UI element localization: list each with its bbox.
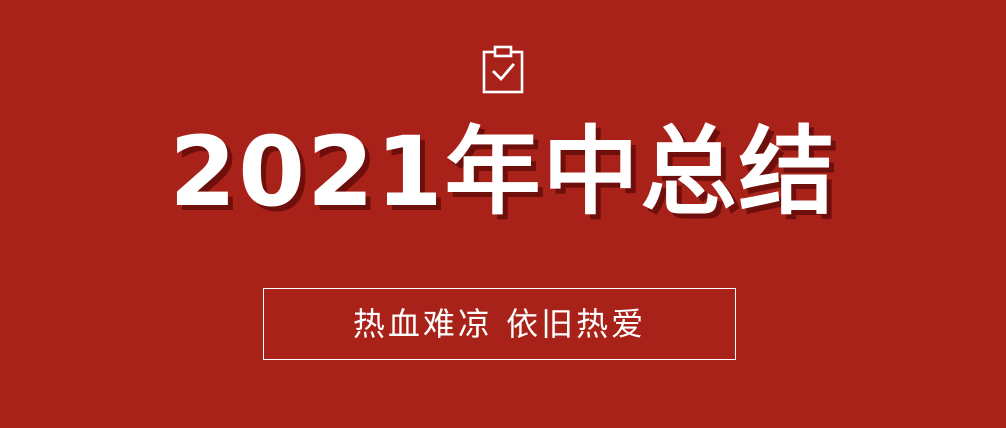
slogan-text: 热血难凉 依旧热爱	[352, 305, 647, 343]
page-title: 2021年中总结	[169, 116, 837, 228]
slogan-box: 热血难凉 依旧热爱	[263, 288, 736, 360]
clipboard-check-icon	[478, 44, 528, 96]
